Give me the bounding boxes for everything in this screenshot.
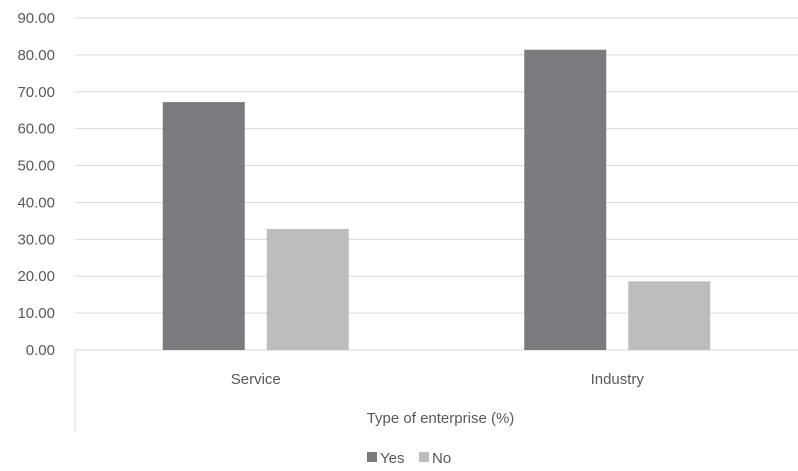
legend-swatch-yes <box>367 452 377 462</box>
y-tick-label: 60.00 <box>17 121 55 138</box>
y-tick-label: 20.00 <box>17 268 55 285</box>
y-tick-label: 90.00 <box>17 10 55 27</box>
x-category-label: Industry <box>591 371 645 388</box>
x-axis-category-labels: Service Industry <box>231 371 645 388</box>
y-axis-tick-labels: 0.00 10.00 20.00 30.00 40.00 50.00 60.00 70.00 8… <box>17 10 55 359</box>
y-tick-label: 70.00 <box>17 84 55 101</box>
legend-swatch-no <box>419 452 429 462</box>
y-tick-label: 80.00 <box>17 47 55 64</box>
y-tick-label: 50.00 <box>17 158 55 175</box>
legend: Yes No <box>367 450 451 467</box>
bar-no-service <box>266 229 349 350</box>
bar-yes-industry <box>524 49 607 350</box>
legend-label-yes: Yes <box>380 450 404 467</box>
y-tick-label: 30.00 <box>17 231 55 248</box>
bars <box>162 49 711 351</box>
y-tick-label: 0.00 <box>26 342 55 359</box>
bar-no-industry <box>628 281 711 350</box>
x-category-label: Service <box>231 371 281 388</box>
y-tick-label: 40.00 <box>17 194 55 211</box>
x-axis-title: Type of enterprise (%) <box>367 410 515 427</box>
y-tick-label: 10.00 <box>17 305 55 322</box>
legend-label-no: No <box>432 450 451 467</box>
bar-yes-service <box>162 102 245 351</box>
